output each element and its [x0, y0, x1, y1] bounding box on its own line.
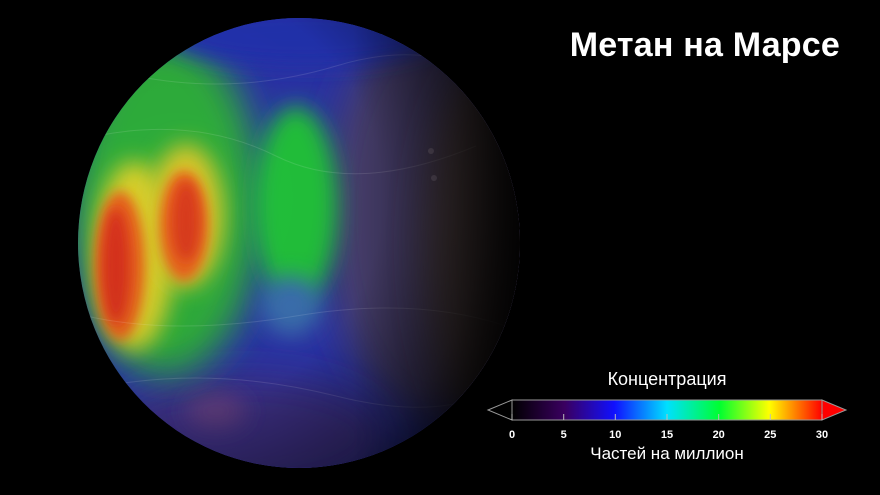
figure-title: Метан на Марсе: [569, 26, 840, 64]
tick-label-0: 0: [509, 429, 515, 441]
tick-label-5: 5: [561, 429, 567, 441]
tick-label-15: 15: [661, 429, 673, 441]
tick-label-25: 25: [764, 429, 776, 441]
mars-globe: [76, 16, 522, 470]
colorbar: 0 5 10 15 20 25 30: [486, 399, 848, 441]
tick-label-30: 30: [816, 429, 828, 441]
legend-unit: Частей на миллион: [590, 444, 744, 463]
tick-label-10: 10: [609, 429, 621, 441]
colorbar-over-arrow: [821, 399, 848, 421]
tick-label-20: 20: [713, 429, 725, 441]
colorbar-under-arrow: [486, 399, 513, 421]
colorbar-legend: Концентрация: [486, 366, 848, 466]
legend-title: Концентрация: [607, 369, 727, 389]
mars-globe-image: [78, 18, 520, 468]
colorbar-ticks: [511, 414, 823, 420]
